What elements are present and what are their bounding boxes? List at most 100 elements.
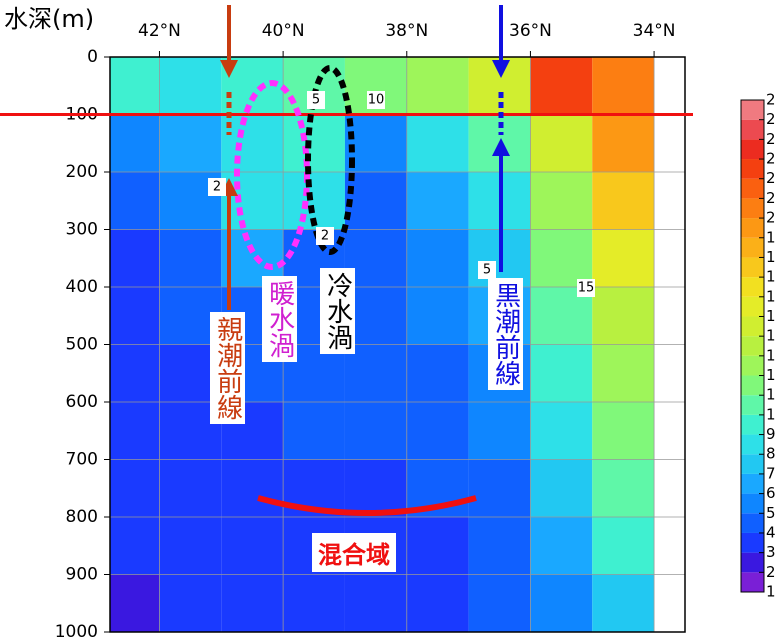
heat-cell bbox=[221, 574, 284, 632]
colorbar-cell bbox=[741, 257, 764, 278]
heat-cell bbox=[592, 172, 655, 230]
y-tick-label: 1000 bbox=[55, 622, 98, 642]
colorbar-cell bbox=[741, 513, 764, 533]
y-tick-label: 900 bbox=[66, 565, 98, 585]
colorbar-label: 3 bbox=[766, 543, 775, 561]
colorbar-label: 2 bbox=[766, 563, 775, 581]
heat-cell bbox=[283, 402, 345, 460]
colorbar-label: 24 bbox=[766, 130, 775, 148]
y-tick-label: 500 bbox=[66, 335, 98, 355]
colorbar-cell bbox=[741, 336, 764, 356]
heat-cell bbox=[283, 574, 345, 632]
heat-cell bbox=[110, 229, 160, 287]
warm-eddy bbox=[234, 80, 310, 270]
colorbar-cell bbox=[741, 159, 764, 179]
heat-cell bbox=[344, 344, 407, 402]
heat-cell bbox=[468, 459, 531, 517]
colorbar-cell bbox=[741, 139, 764, 160]
annotation: 親潮前線 bbox=[210, 312, 245, 424]
colorbar-cell bbox=[741, 414, 764, 435]
y-tick-label: 800 bbox=[66, 507, 98, 527]
y-tick-label: 700 bbox=[66, 450, 98, 470]
heat-cell bbox=[468, 402, 531, 460]
heat-cell bbox=[592, 344, 655, 402]
colorbar-cell bbox=[741, 395, 764, 415]
colorbar-cell bbox=[741, 532, 764, 553]
colorbar-label: 14 bbox=[766, 327, 775, 345]
colorbar-cell bbox=[741, 473, 764, 494]
colorbar-cell bbox=[741, 218, 764, 238]
heat-cell bbox=[592, 574, 655, 632]
colorbar-cell bbox=[741, 178, 764, 199]
heat-cell bbox=[468, 517, 531, 575]
heat-cell bbox=[406, 229, 469, 287]
colorbar-cell bbox=[741, 552, 764, 573]
heat-cell bbox=[283, 114, 345, 172]
contour-label: 5 bbox=[312, 93, 320, 108]
contour-label-bg bbox=[577, 279, 595, 297]
colorbar-label: 20 bbox=[766, 209, 775, 227]
heat-cell bbox=[110, 574, 160, 632]
contour-label: 2 bbox=[321, 229, 329, 244]
x-tick-label: 34°N bbox=[633, 21, 676, 41]
colorbar-label: 25 bbox=[766, 110, 775, 128]
heat-cell bbox=[406, 57, 469, 115]
contour-label-bg bbox=[307, 91, 325, 109]
heat-cell bbox=[406, 402, 469, 460]
heat-cell bbox=[406, 517, 469, 575]
heat-cell bbox=[592, 229, 655, 287]
annotation: 黒潮前線 bbox=[488, 278, 523, 390]
colorbar-label: 6 bbox=[766, 484, 775, 502]
colorbar-label: 21 bbox=[766, 189, 775, 207]
heat-cell bbox=[344, 114, 407, 172]
colorbar-cell bbox=[741, 296, 764, 317]
contour-label-bg bbox=[208, 178, 226, 196]
heat-cell bbox=[110, 287, 160, 345]
annotation: 冷水渦 bbox=[320, 268, 355, 354]
colorbar-label: 7 bbox=[766, 464, 775, 482]
plot-frame bbox=[109, 56, 686, 633]
colorbar-label: 17 bbox=[766, 268, 775, 286]
x-tick-label: 40°N bbox=[262, 21, 305, 41]
heat-cell bbox=[110, 402, 160, 460]
heat-cell bbox=[406, 574, 469, 632]
heat-cell bbox=[221, 172, 284, 230]
colorbar-cell bbox=[741, 375, 764, 396]
mixing-arc bbox=[257, 495, 477, 516]
y-axis-label: 水深(m) bbox=[4, 5, 94, 33]
colorbar-label: 4 bbox=[766, 523, 775, 541]
heat-cell bbox=[344, 287, 407, 345]
colorbar-label: 11 bbox=[766, 386, 775, 404]
x-tick-label: 36°N bbox=[509, 21, 552, 41]
heat-cell bbox=[592, 57, 655, 115]
y-tick-label: 400 bbox=[66, 277, 98, 297]
heat-cell bbox=[159, 517, 222, 575]
colorbar-label: 22 bbox=[766, 169, 775, 187]
heat-cell bbox=[221, 114, 284, 172]
heat-cell bbox=[406, 172, 469, 230]
heat-cell bbox=[344, 229, 407, 287]
colorbar-cell bbox=[741, 434, 764, 455]
heat-cell bbox=[110, 57, 160, 115]
colorbar-cell bbox=[741, 572, 764, 592]
contour-label: 15 bbox=[578, 281, 595, 296]
heat-cell bbox=[159, 57, 222, 115]
heat-cell bbox=[468, 574, 531, 632]
colorbar-label: 26 bbox=[766, 91, 775, 109]
contour-label-bg bbox=[478, 261, 496, 279]
heat-cell bbox=[406, 114, 469, 172]
colorbar-label: 12 bbox=[766, 366, 775, 384]
heat-cell bbox=[530, 517, 593, 575]
heat-cell bbox=[406, 344, 469, 402]
heat-cell bbox=[530, 402, 593, 460]
colorbar-label: 9 bbox=[766, 425, 775, 443]
heat-cell bbox=[159, 229, 222, 287]
colorbar-cell bbox=[741, 277, 764, 297]
colorbar-label: 19 bbox=[766, 228, 775, 246]
heat-cell bbox=[530, 344, 593, 402]
contour-label-bg bbox=[316, 227, 334, 245]
colorbar-cell bbox=[741, 237, 764, 258]
contour-label: 2 bbox=[213, 180, 221, 195]
contour-label-bg bbox=[367, 91, 385, 109]
heat-cell bbox=[406, 287, 469, 345]
